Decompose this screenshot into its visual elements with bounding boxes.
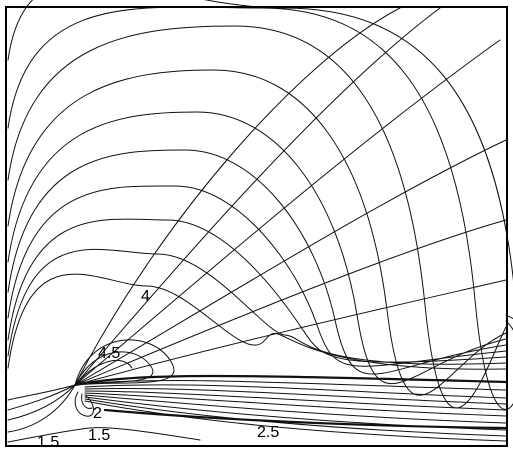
- contour-line-17: [74, 339, 175, 386]
- contour-line-23: [84, 388, 507, 405]
- contour-label-1-5-middle: 1.5: [88, 427, 110, 444]
- contour-line-2: [7, 6, 513, 410]
- contour-lines: [7, 0, 513, 443]
- contour-line-31: [7, 384, 76, 401]
- contour-line-4: [7, 69, 507, 396]
- contour-label-4-5: 4.5: [98, 345, 120, 362]
- contour-line-21: [74, 380, 507, 391]
- contour-line-1: [7, 0, 513, 320]
- contour-line-22: [84, 384, 507, 399]
- contour-line-25: [84, 392, 507, 417]
- contour-line-11: [74, 7, 401, 386]
- contour-line-13: [74, 39, 501, 386]
- contour-line-19: [74, 360, 133, 386]
- contour-line-37: [81, 393, 93, 409]
- contour-line-8: [7, 218, 507, 363]
- contour-line-12: [74, 7, 441, 386]
- contour-label-1-5-left: 1.5: [37, 434, 59, 451]
- contour-line-5: [7, 111, 507, 385]
- contour-line-16: [74, 279, 507, 386]
- contour-line-29: [84, 400, 507, 442]
- contour-line-15: [74, 219, 507, 386]
- contour-line-36: [74, 391, 94, 417]
- plot-frame: [5, 6, 508, 447]
- contour-line-33: [7, 384, 76, 421]
- contour-line-9: [7, 248, 507, 365]
- contour-line-6: [7, 149, 507, 375]
- contour-line-34: [7, 384, 76, 433]
- contour-line-20: [73, 374, 508, 387]
- contour-line-30: [103, 408, 508, 430]
- contour-line-35: [7, 427, 201, 443]
- contour-label-2: 2: [93, 405, 102, 422]
- contour-line-32: [7, 384, 76, 411]
- contour-line-3: [7, 25, 507, 409]
- contour-label-2-5: 2.5: [257, 424, 279, 441]
- contour-line-7: [7, 185, 507, 367]
- contour-line-24: [84, 390, 507, 411]
- contour-line-26: [84, 394, 507, 424]
- contour-line-10: [7, 273, 507, 370]
- contour-line-14: [74, 139, 507, 386]
- contour-label-4: 4: [141, 288, 150, 305]
